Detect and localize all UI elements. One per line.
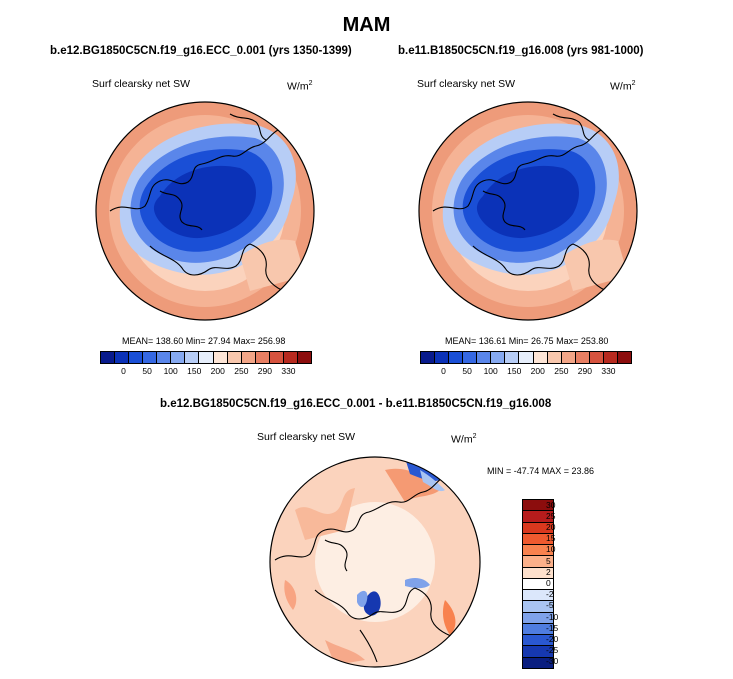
diff-title: b.e12.BG1850C5CN.f19_g16.ECC_0.001 - b.e… <box>160 398 552 410</box>
colorbar-tick-label: 15 <box>546 533 556 544</box>
panel-1-variable: Surf clearsky net SW <box>92 78 191 90</box>
colorbar-swatch <box>523 511 553 523</box>
colorbar-swatch <box>255 352 270 363</box>
colorbar-tick-label: 290 <box>257 366 272 376</box>
colorbar-tick-label: 0 <box>546 578 551 588</box>
colorbar-swatch <box>533 352 548 363</box>
colorbar-swatch <box>617 352 631 363</box>
colorbar-swatch <box>463 352 478 363</box>
colorbar-tick-label: 20 <box>546 522 556 532</box>
colorbar-swatch <box>241 352 256 363</box>
colorbar-swatch <box>283 352 298 363</box>
diff-variable: Surf clearsky net SW <box>257 431 356 443</box>
colorbar-swatch <box>575 352 590 363</box>
colorbar-swatch <box>129 352 144 363</box>
colorbar-tick-label: 10 <box>546 544 556 555</box>
colorbar-swatch <box>561 352 576 363</box>
panel-1-stats: MEAN= 138.60 Min= 27.94 Max= 256.98 <box>122 336 286 346</box>
colorbar-tick-label: 50 <box>462 366 472 376</box>
colorbar-tick-label: 100 <box>163 366 178 376</box>
colorbar-swatch <box>523 601 553 613</box>
colorbar-swatch <box>297 352 311 363</box>
colorbar-swatch <box>477 352 492 363</box>
colorbar-tick-label: 5 <box>546 555 551 566</box>
colorbar-swatch <box>523 500 553 512</box>
colorbar-swatch <box>143 352 158 363</box>
diff-units: W/m2 <box>451 433 477 446</box>
diff-stats: MIN = -47.74 MAX = 23.86 <box>487 466 595 476</box>
colorbar-tick-label: -15 <box>546 622 559 633</box>
panel-2-title: b.e11.B1850C5CN.f19_g16.008 (yrs 981-100… <box>398 45 644 57</box>
panel-1-units: W/m2 <box>287 80 313 93</box>
colorbar-tick-label: 0 <box>441 366 446 376</box>
colorbar-swatch <box>603 352 618 363</box>
panel-2-variable: Surf clearsky net SW <box>417 78 516 90</box>
colorbar-tick-label: 200 <box>530 366 545 376</box>
colorbar-tick-label: 30 <box>546 499 556 510</box>
panel-1-polar-map <box>95 101 315 321</box>
colorbar-swatch <box>421 352 436 363</box>
colorbar-tick-label: -20 <box>546 634 559 644</box>
panel-2-polar-map <box>418 101 638 321</box>
colorbar-tick-label: 150 <box>507 366 522 376</box>
colorbar-swatch <box>523 522 553 534</box>
colorbar-swatch <box>523 578 553 591</box>
colorbar-swatch <box>523 646 553 658</box>
diff-colorbar <box>522 499 554 669</box>
colorbar-swatch <box>523 635 553 647</box>
colorbar-swatch <box>523 612 553 624</box>
colorbar-swatch <box>523 567 553 579</box>
colorbar-tick-label: 330 <box>281 366 296 376</box>
colorbar-swatch <box>505 352 520 363</box>
colorbar-tick-label: -2 <box>546 589 554 600</box>
colorbar-swatch <box>449 352 464 363</box>
colorbar-tick-label: 25 <box>546 510 556 521</box>
colorbar-swatch <box>115 352 130 363</box>
colorbar-swatch <box>523 590 553 602</box>
colorbar-tick-label: 2 <box>546 566 551 577</box>
colorbar-tick-label: 50 <box>142 366 152 376</box>
colorbar-swatch <box>269 352 284 363</box>
colorbar-swatch <box>171 352 186 363</box>
colorbar-swatch <box>157 352 172 363</box>
colorbar-swatch <box>185 352 200 363</box>
diff-colorbar-labels: 30 25 20 15 10 5 2 0 -2 -5 -10 -15 -20 -25 -30 <box>546 499 586 667</box>
colorbar-tick-label: 330 <box>601 366 616 376</box>
colorbar-swatch <box>519 352 534 363</box>
diff-polar-map <box>269 456 481 668</box>
colorbar-swatch <box>199 352 214 363</box>
colorbar-swatch <box>589 352 604 363</box>
colorbar-tick-label: 250 <box>234 366 249 376</box>
colorbar-tick-label: 100 <box>483 366 498 376</box>
colorbar-swatch <box>227 352 242 363</box>
colorbar-swatch <box>523 556 553 568</box>
colorbar-swatch <box>523 657 553 668</box>
figure-title: MAM <box>342 14 391 36</box>
panel-2-colorbar <box>420 351 632 364</box>
colorbar-tick-label: -30 <box>546 656 559 667</box>
colorbar-swatch <box>101 352 116 363</box>
panel-2-stats: MEAN= 136.61 Min= 26.75 Max= 253.80 <box>445 336 609 346</box>
panel-1-colorbar <box>100 351 312 364</box>
colorbar-swatch <box>491 352 506 363</box>
colorbar-swatch <box>523 623 553 636</box>
panel-2-colorbar-labels: 0 50 100 150 200 250 290 330 <box>420 366 632 378</box>
colorbar-tick-label: 200 <box>210 366 225 376</box>
colorbar-tick-label: 0 <box>121 366 126 376</box>
colorbar-swatch <box>547 352 562 363</box>
panel-2-units: W/m2 <box>610 80 636 93</box>
colorbar-swatch <box>523 533 553 546</box>
colorbar-tick-label: -5 <box>546 600 554 611</box>
colorbar-tick-label: -10 <box>546 611 559 622</box>
colorbar-swatch <box>435 352 450 363</box>
colorbar-tick-label: 150 <box>187 366 202 376</box>
colorbar-tick-label: -25 <box>546 645 559 656</box>
panel-1-colorbar-labels: 0 50 100 150 200 250 290 330 <box>100 366 312 378</box>
colorbar-tick-label: 290 <box>577 366 592 376</box>
colorbar-swatch <box>523 545 553 557</box>
colorbar-tick-label: 250 <box>554 366 569 376</box>
colorbar-swatch <box>213 352 228 363</box>
panel-1-title: b.e12.BG1850C5CN.f19_g16.ECC_0.001 (yrs … <box>50 45 352 57</box>
